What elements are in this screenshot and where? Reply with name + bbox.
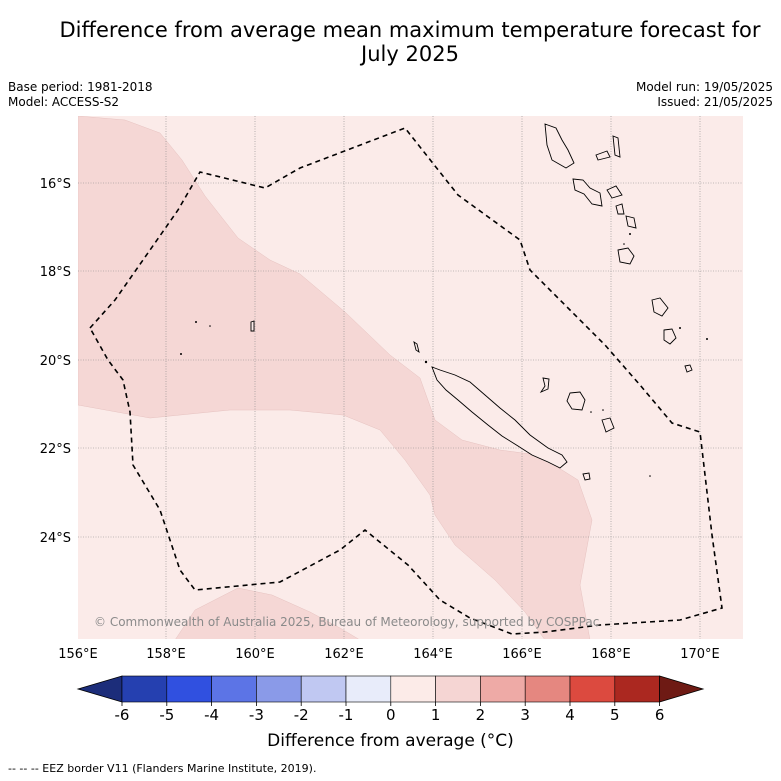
- colorbar-segment: [256, 675, 302, 703]
- lat-label-16s: 16°S: [40, 177, 71, 192]
- anomaly-region-south: [175, 587, 359, 639]
- meta-right: Model run: 19/05/2025 Issued: 21/05/2025: [636, 80, 773, 110]
- colorbar-tick-label: 1: [431, 706, 441, 724]
- lat-label-22s: 22°S: [40, 442, 71, 457]
- colorbar-tick-label: -1: [339, 706, 354, 724]
- colorbar-tick-labels: -6 -5 -4 -3 -2 -1 0 1 2 3 4 5 6: [115, 702, 665, 724]
- colorbar-segment: [435, 675, 481, 703]
- maewo-coast: [612, 135, 621, 158]
- colorbar-extend-low: [76, 675, 123, 703]
- colorbar-tick-label: 2: [476, 706, 486, 724]
- lon-label-170e: 170°E: [680, 647, 720, 662]
- pentecost-coast: [606, 185, 623, 199]
- epi-coast: [615, 203, 625, 215]
- eez-legend: -- -- -- EEZ border V11 (Flanders Marine…: [8, 762, 317, 775]
- colorbar-tick-label: -3: [249, 706, 264, 724]
- colorbar-tick-label: -5: [159, 706, 174, 724]
- ambae-coast: [595, 150, 611, 161]
- colorbar-tick-label: -2: [294, 706, 309, 724]
- colorbar-segment: [166, 675, 212, 703]
- lon-label-158e: 158°E: [146, 647, 186, 662]
- colorbar-tick-label: 6: [655, 706, 665, 724]
- colorbar-segment: [300, 675, 347, 703]
- colorbar-segment: [524, 675, 571, 703]
- colorbar-tick-label: 5: [610, 706, 620, 724]
- base-period: Base period: 1981-2018: [8, 80, 153, 94]
- efate-coast: [625, 215, 637, 229]
- lon-label-162e: 162°E: [324, 647, 364, 662]
- copyright-notice: © Commonwealth of Australia 2025, Bureau…: [94, 615, 599, 629]
- colorbar-segment: [390, 675, 436, 703]
- colorbar-segment: [614, 675, 660, 703]
- lon-label-156e: 156°E: [58, 647, 98, 662]
- lon-label-168e: 168°E: [591, 647, 631, 662]
- matthew-island-coast: [684, 364, 693, 373]
- isle-of-pines-coast: [582, 472, 591, 481]
- colorbar: [76, 675, 705, 703]
- grid-lines: [78, 116, 743, 639]
- colorbar-extend-high: [659, 675, 705, 703]
- model-run: Model run: 19/05/2025: [635, 80, 773, 94]
- latitude-labels: 16°S 18°S 20°S 22°S 24°S: [40, 177, 71, 546]
- espiritu-santo-coast: [544, 123, 575, 169]
- small-islands: [180, 233, 708, 477]
- colorbar-segment: [121, 675, 168, 703]
- longitude-labels: 156°E 158°E 160°E 162°E 164°E 166°E 168°…: [58, 647, 720, 662]
- colorbar-tick-label: -6: [115, 706, 130, 724]
- colorbar-label: Difference from average (°C): [267, 731, 514, 751]
- chart-title: Difference from average mean maximum tem…: [59, 18, 761, 66]
- issued-date: Issued: 21/05/2025: [657, 95, 773, 109]
- eez-border: [89, 127, 723, 635]
- colorbar-segment: [211, 675, 257, 703]
- lat-label-18s: 18°S: [40, 265, 71, 280]
- anomaly-region-1-to-2: [78, 116, 593, 639]
- tanna-coast: [651, 297, 669, 317]
- colorbar-segment: [569, 675, 616, 703]
- aneityum-coast: [663, 328, 677, 345]
- lon-label-166e: 166°E: [502, 647, 542, 662]
- colorbar-tick-label: 4: [565, 706, 575, 724]
- colorbar-tick-label: 3: [520, 706, 530, 724]
- colorbar-segment: [345, 675, 392, 703]
- model-name: Model: ACCESS-S2: [8, 95, 120, 109]
- mare-coast: [601, 417, 615, 433]
- colorbar-tick-label: 0: [386, 706, 396, 724]
- ouvea-coast: [539, 377, 550, 394]
- meta-left: Base period: 1981-2018 Model: ACCESS-S2: [8, 80, 153, 110]
- lat-label-24s: 24°S: [40, 531, 71, 546]
- lat-label-20s: 20°S: [40, 354, 71, 369]
- lon-label-164e: 164°E: [413, 647, 453, 662]
- belep-islands-coast: [413, 340, 420, 354]
- malakula-coast: [572, 178, 603, 207]
- erromango-coast: [617, 247, 635, 265]
- colorbar-segment: [480, 675, 526, 703]
- coastlines: [250, 123, 693, 481]
- colorbar-tick-label: -4: [204, 706, 219, 724]
- lon-label-160e: 160°E: [235, 647, 275, 662]
- chesterfield-reef-coast: [250, 320, 255, 332]
- new-caledonia-coast: [431, 366, 568, 469]
- lifou-coast: [566, 391, 586, 411]
